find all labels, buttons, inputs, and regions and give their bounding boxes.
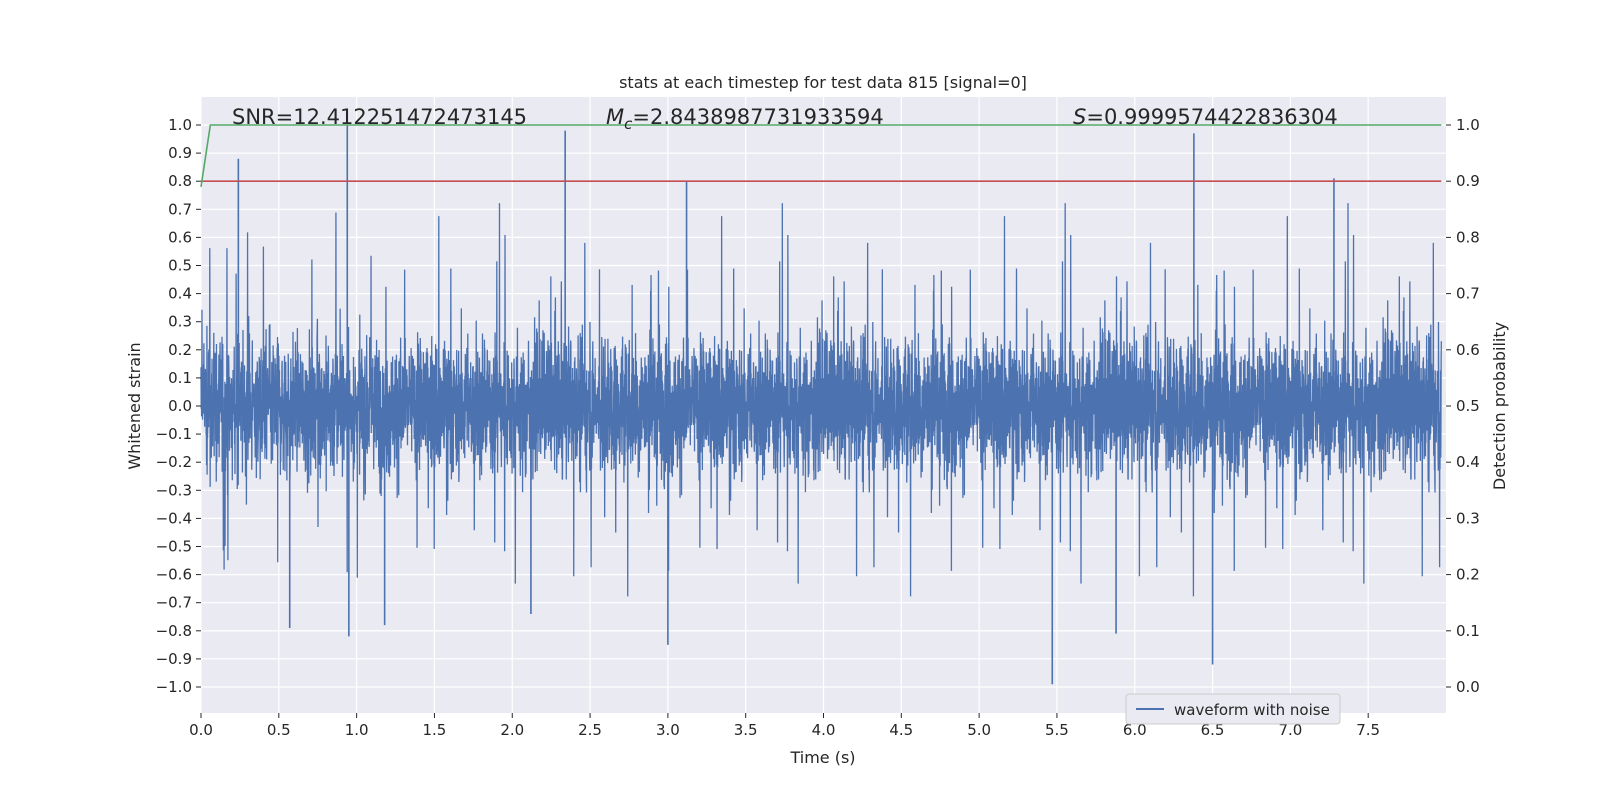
mc-value: =2.8438987731933594 bbox=[632, 105, 883, 129]
y2-tick-label: 0.9 bbox=[1456, 172, 1480, 190]
y-tick-label: 0.1 bbox=[168, 369, 192, 387]
y2-tick-label: 0.1 bbox=[1456, 622, 1480, 640]
right-axis-ticks: 1.0 0.9 0.8 0.7 0.6 0.5 0.4 0.3 0.2 0.1 0.0 bbox=[1446, 116, 1480, 696]
mc-subscript: c bbox=[624, 115, 633, 133]
y-tick-label: 0.2 bbox=[168, 341, 192, 359]
probability-line bbox=[200, 124, 1442, 187]
y-tick-label: 0.9 bbox=[168, 144, 192, 162]
x-tick-label: 5.5 bbox=[1045, 721, 1069, 739]
y2-tick-label: 0.3 bbox=[1456, 509, 1480, 527]
score-annotation: S=0.9999574422836304 bbox=[1073, 105, 1338, 129]
x-tick-label: 7.0 bbox=[1278, 721, 1302, 739]
y-tick-label: 0.0 bbox=[168, 397, 192, 415]
y-tick-label: 1.0 bbox=[168, 116, 192, 134]
x-tick-label: 0.5 bbox=[267, 721, 291, 739]
y2-tick-label: 0.8 bbox=[1456, 228, 1480, 246]
y2-tick-label: 0.6 bbox=[1456, 341, 1480, 359]
y2-tick-label: 1.0 bbox=[1456, 116, 1480, 134]
y-tick-label: 0.4 bbox=[168, 285, 192, 303]
y-tick-label: 0.6 bbox=[168, 228, 192, 246]
y-tick-label: −0.6 bbox=[156, 566, 192, 584]
y-tick-label: 0.3 bbox=[168, 313, 192, 331]
x-tick-label: 6.5 bbox=[1201, 721, 1225, 739]
snr-annotation: SNR=12.412251472473145 bbox=[232, 105, 527, 129]
x-tick-label: 5.0 bbox=[967, 721, 991, 739]
legend-box bbox=[1125, 693, 1341, 725]
s-symbol: S bbox=[1073, 105, 1086, 129]
x-tick-label: 6.0 bbox=[1123, 721, 1147, 739]
probability-series bbox=[200, 124, 1442, 187]
y-tick-label: −0.3 bbox=[156, 481, 192, 499]
legend-label-waveform: waveform with noise bbox=[1174, 701, 1330, 719]
x-tick-label: 7.5 bbox=[1356, 721, 1380, 739]
y-tick-label: 0.8 bbox=[168, 172, 192, 190]
x-tick-label: 1.0 bbox=[345, 721, 369, 739]
left-axis-label: Whitened strain bbox=[125, 342, 144, 469]
y-tick-label: −0.5 bbox=[156, 538, 192, 556]
y-tick-label: −0.2 bbox=[156, 453, 192, 471]
y-tick-label: −0.8 bbox=[156, 622, 192, 640]
x-tick-label: 3.5 bbox=[734, 721, 758, 739]
x-tick-label: 3.0 bbox=[656, 721, 680, 739]
x-axis-ticks: 0.0 0.5 1.0 1.5 2.0 2.5 3.0 3.5 4.0 4.5 5.0 5.5 6.0 6… bbox=[189, 713, 1380, 739]
y-tick-label: −0.9 bbox=[156, 650, 192, 668]
chart-title: stats at each timestep for test data 815… bbox=[619, 73, 1027, 92]
y-tick-label: 0.7 bbox=[168, 200, 192, 218]
y2-tick-label: 0.4 bbox=[1456, 453, 1480, 471]
x-tick-label: 2.5 bbox=[578, 721, 602, 739]
x-tick-label: 2.0 bbox=[500, 721, 524, 739]
y2-tick-label: 0.5 bbox=[1456, 397, 1480, 415]
y2-tick-label: 0.7 bbox=[1456, 285, 1480, 303]
x-tick-label: 0.0 bbox=[189, 721, 213, 739]
left-axis-ticks: 1.0 0.9 0.8 0.7 0.6 0.5 0.4 0.3 0.2 0.1 0.0 −0.1 −0.… bbox=[156, 116, 201, 696]
y-tick-label: −0.7 bbox=[156, 594, 192, 612]
y2-tick-label: 0.0 bbox=[1456, 678, 1480, 696]
s-value: =0.9999574422836304 bbox=[1086, 105, 1337, 129]
mc-symbol: M bbox=[606, 105, 624, 129]
x-tick-label: 4.5 bbox=[889, 721, 913, 739]
waveform-series bbox=[200, 125, 1442, 685]
x-axis-label: Time (s) bbox=[789, 748, 855, 767]
legend: waveform with noise bbox=[1125, 693, 1341, 725]
waveform-line bbox=[200, 203, 1442, 597]
y2-tick-label: 0.2 bbox=[1456, 566, 1480, 584]
y-tick-label: −0.4 bbox=[156, 509, 192, 527]
y-tick-label: −0.1 bbox=[156, 425, 192, 443]
x-tick-label: 4.0 bbox=[812, 721, 836, 739]
chirp-mass-annotation: Mc=2.8438987731933594 bbox=[606, 105, 884, 133]
x-tick-label: 1.5 bbox=[423, 721, 447, 739]
y-tick-label: −1.0 bbox=[156, 678, 192, 696]
right-axis-label: Detection probability bbox=[1490, 322, 1509, 490]
y-tick-label: 0.5 bbox=[168, 257, 192, 275]
